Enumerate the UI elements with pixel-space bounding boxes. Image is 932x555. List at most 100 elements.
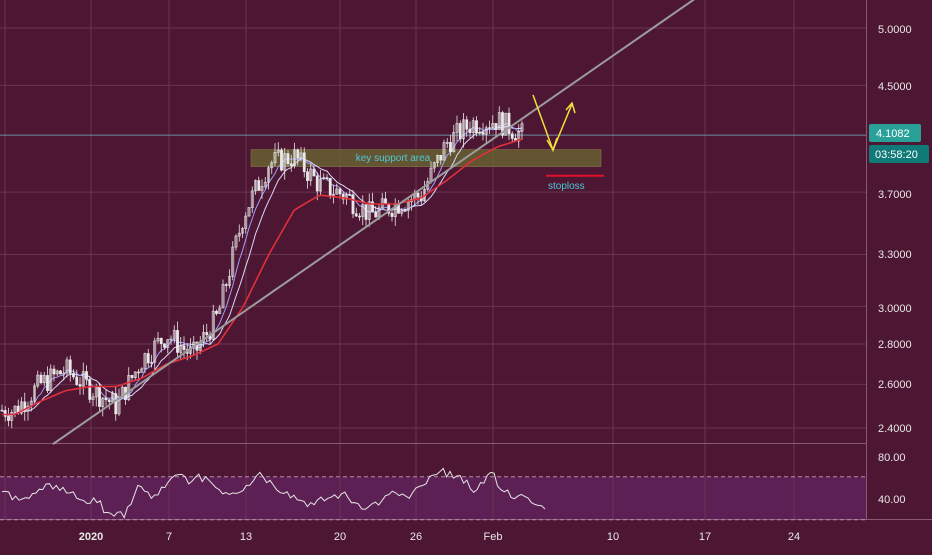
candle-body (257, 180, 261, 191)
price-tick: 4.5000 (878, 81, 912, 93)
candle-body (127, 375, 131, 400)
candle-body (114, 393, 118, 415)
candle-body (520, 123, 524, 132)
candle-body (101, 397, 105, 407)
candle-body (137, 371, 140, 374)
candle-body (224, 284, 228, 286)
candle-body (517, 130, 521, 142)
candle-body (325, 177, 329, 179)
candle-body (55, 370, 59, 375)
price-tick: 3.3000 (878, 249, 912, 261)
candle-body (471, 120, 475, 134)
candle-body (488, 127, 491, 129)
candle-body (78, 384, 82, 387)
candle-body (432, 162, 436, 169)
candle-body (85, 371, 88, 380)
candle-body (42, 375, 46, 384)
candle-body (172, 330, 176, 340)
vertical-gridlines (4, 0, 795, 519)
support-zone-label: key support area (356, 153, 431, 164)
rsi-axis[interactable]: 80.00 40.00 (878, 452, 906, 506)
candle-body (260, 186, 264, 191)
candle-body (319, 178, 322, 192)
candle-body (218, 307, 222, 314)
candle-body (3, 410, 7, 417)
candle-body (13, 405, 17, 413)
candle-body (328, 178, 332, 196)
candle-body (289, 163, 293, 166)
candle-body (497, 112, 501, 130)
candle-body (286, 153, 290, 164)
candle-body (166, 339, 170, 348)
time-tick: 20 (334, 531, 346, 543)
support-zone[interactable] (250, 149, 602, 167)
candle-body (72, 373, 75, 378)
candle-body (39, 374, 43, 384)
time-axis[interactable]: 2020 7 13 20 26 Feb 10 17 24 (79, 531, 800, 543)
price-axis[interactable]: 5.0000 4.5000 3.7000 3.3000 3.0000 2.800… (878, 24, 912, 435)
candle-body (455, 123, 459, 133)
rsi-tick: 80.00 (878, 452, 906, 464)
candle-body (322, 177, 326, 180)
candle-body (348, 194, 352, 196)
candle-body (10, 412, 14, 421)
candle-body (244, 215, 248, 229)
candle-body (270, 162, 274, 169)
candle-body (182, 345, 186, 350)
ma-mid-line (1, 125, 523, 417)
candle-body (478, 132, 482, 134)
rsi-line (1, 467, 546, 519)
candle-body (504, 112, 508, 136)
price-tick: 2.4000 (878, 423, 912, 435)
candle-body (202, 332, 205, 343)
candle-body (169, 338, 173, 341)
candle-body (273, 152, 277, 164)
candle-body (374, 211, 378, 218)
candle-body (52, 368, 56, 375)
candle-body (75, 376, 79, 385)
candle-body (211, 310, 215, 340)
candle-body (416, 192, 420, 198)
candle-body (338, 188, 342, 195)
time-tick: 26 (410, 531, 422, 543)
candle-body (341, 193, 345, 200)
candle-body (104, 397, 108, 401)
candle-body (481, 132, 485, 135)
candle-body (462, 119, 465, 140)
candle-body (153, 340, 157, 363)
candle-body (221, 284, 225, 309)
candle-body (254, 180, 257, 192)
candle-body (436, 154, 439, 163)
candle-body (510, 133, 514, 139)
candle-body (62, 372, 66, 375)
horizontal-gridlines (0, 27, 866, 429)
projection-arrows[interactable] (532, 94, 576, 153)
price-tick: 2.6000 (878, 379, 912, 391)
candle-body (468, 128, 472, 134)
candle-body (315, 175, 319, 192)
rsi-band (0, 476, 866, 520)
candle-body (33, 385, 36, 402)
candle-body (296, 149, 300, 159)
candle-body (130, 375, 134, 378)
candle-body (276, 149, 280, 153)
candle-body (491, 123, 495, 128)
candle-body (231, 246, 235, 277)
last-price-badge (869, 124, 921, 142)
candle-body (20, 401, 23, 414)
candle-body (156, 337, 160, 342)
candle-body (65, 359, 69, 374)
candle-body (179, 345, 183, 353)
candle-body (280, 149, 283, 171)
candle-body (68, 359, 72, 374)
candle-body (81, 371, 85, 387)
candle-body (163, 343, 166, 348)
candle-body (306, 171, 309, 181)
candle-body (501, 112, 504, 136)
candle-body (351, 194, 355, 214)
candle-body (0, 409, 4, 412)
trendline[interactable] (52, 0, 713, 445)
